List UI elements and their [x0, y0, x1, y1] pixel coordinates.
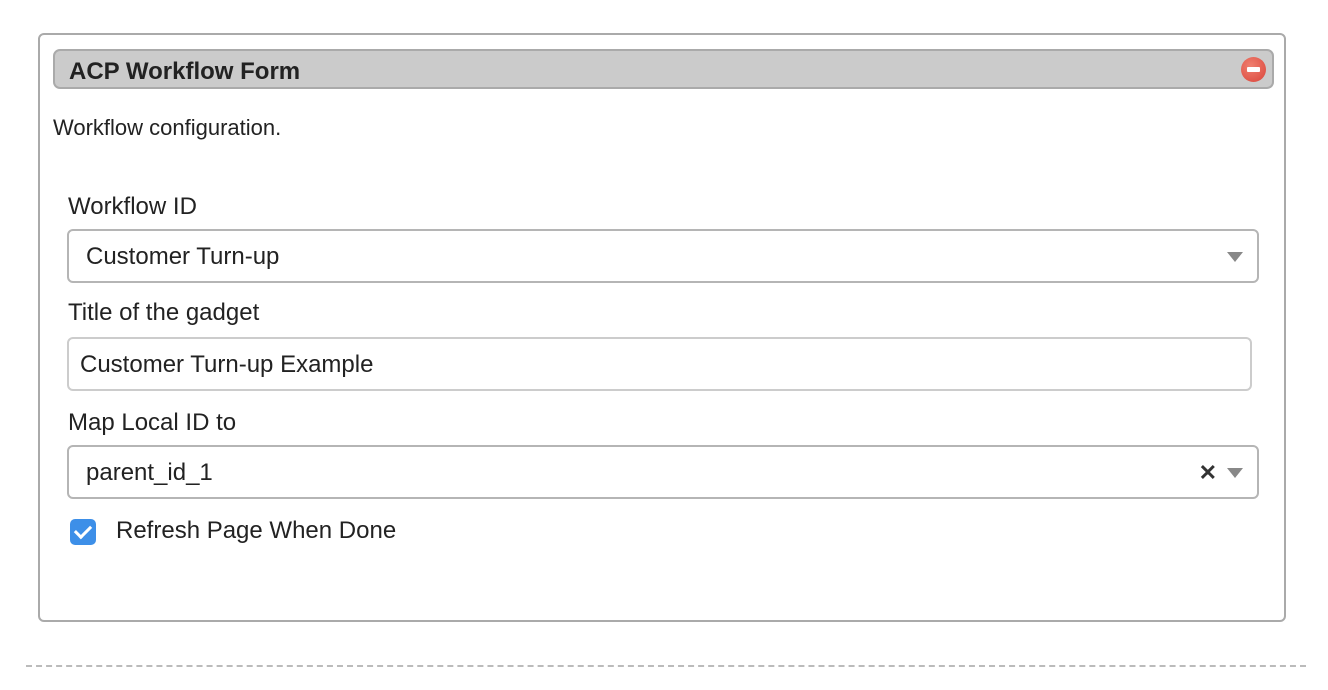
workflow-id-value: Customer Turn-up [86, 243, 280, 270]
gadget-title-input[interactable]: Customer Turn-up Example [67, 337, 1252, 391]
workflow-id-select[interactable]: Customer Turn-up [67, 229, 1259, 283]
chevron-down-icon[interactable] [1227, 252, 1243, 262]
map-local-id-select[interactable]: parent_id_1 ✕ [67, 445, 1259, 499]
workflow-id-label: Workflow ID [68, 193, 197, 220]
workflow-form-panel: ACP Workflow Form Workflow configuration… [38, 33, 1286, 622]
gadget-title-value: Customer Turn-up Example [80, 351, 374, 378]
map-local-id-value: parent_id_1 [86, 459, 213, 486]
chevron-down-icon[interactable] [1227, 468, 1243, 478]
section-divider [26, 665, 1306, 667]
clear-x-icon[interactable]: ✕ [1198, 460, 1217, 485]
remove-circle-icon[interactable] [1241, 57, 1266, 82]
refresh-checkbox[interactable] [70, 519, 96, 545]
panel-title: ACP Workflow Form [69, 58, 301, 85]
gadget-title-label: Title of the gadget [68, 299, 260, 326]
panel-description: Workflow configuration. [53, 115, 282, 140]
refresh-checkbox-label[interactable]: Refresh Page When Done [116, 517, 397, 544]
panel-header: ACP Workflow Form [53, 49, 1274, 89]
map-local-id-label: Map Local ID to [68, 409, 237, 436]
